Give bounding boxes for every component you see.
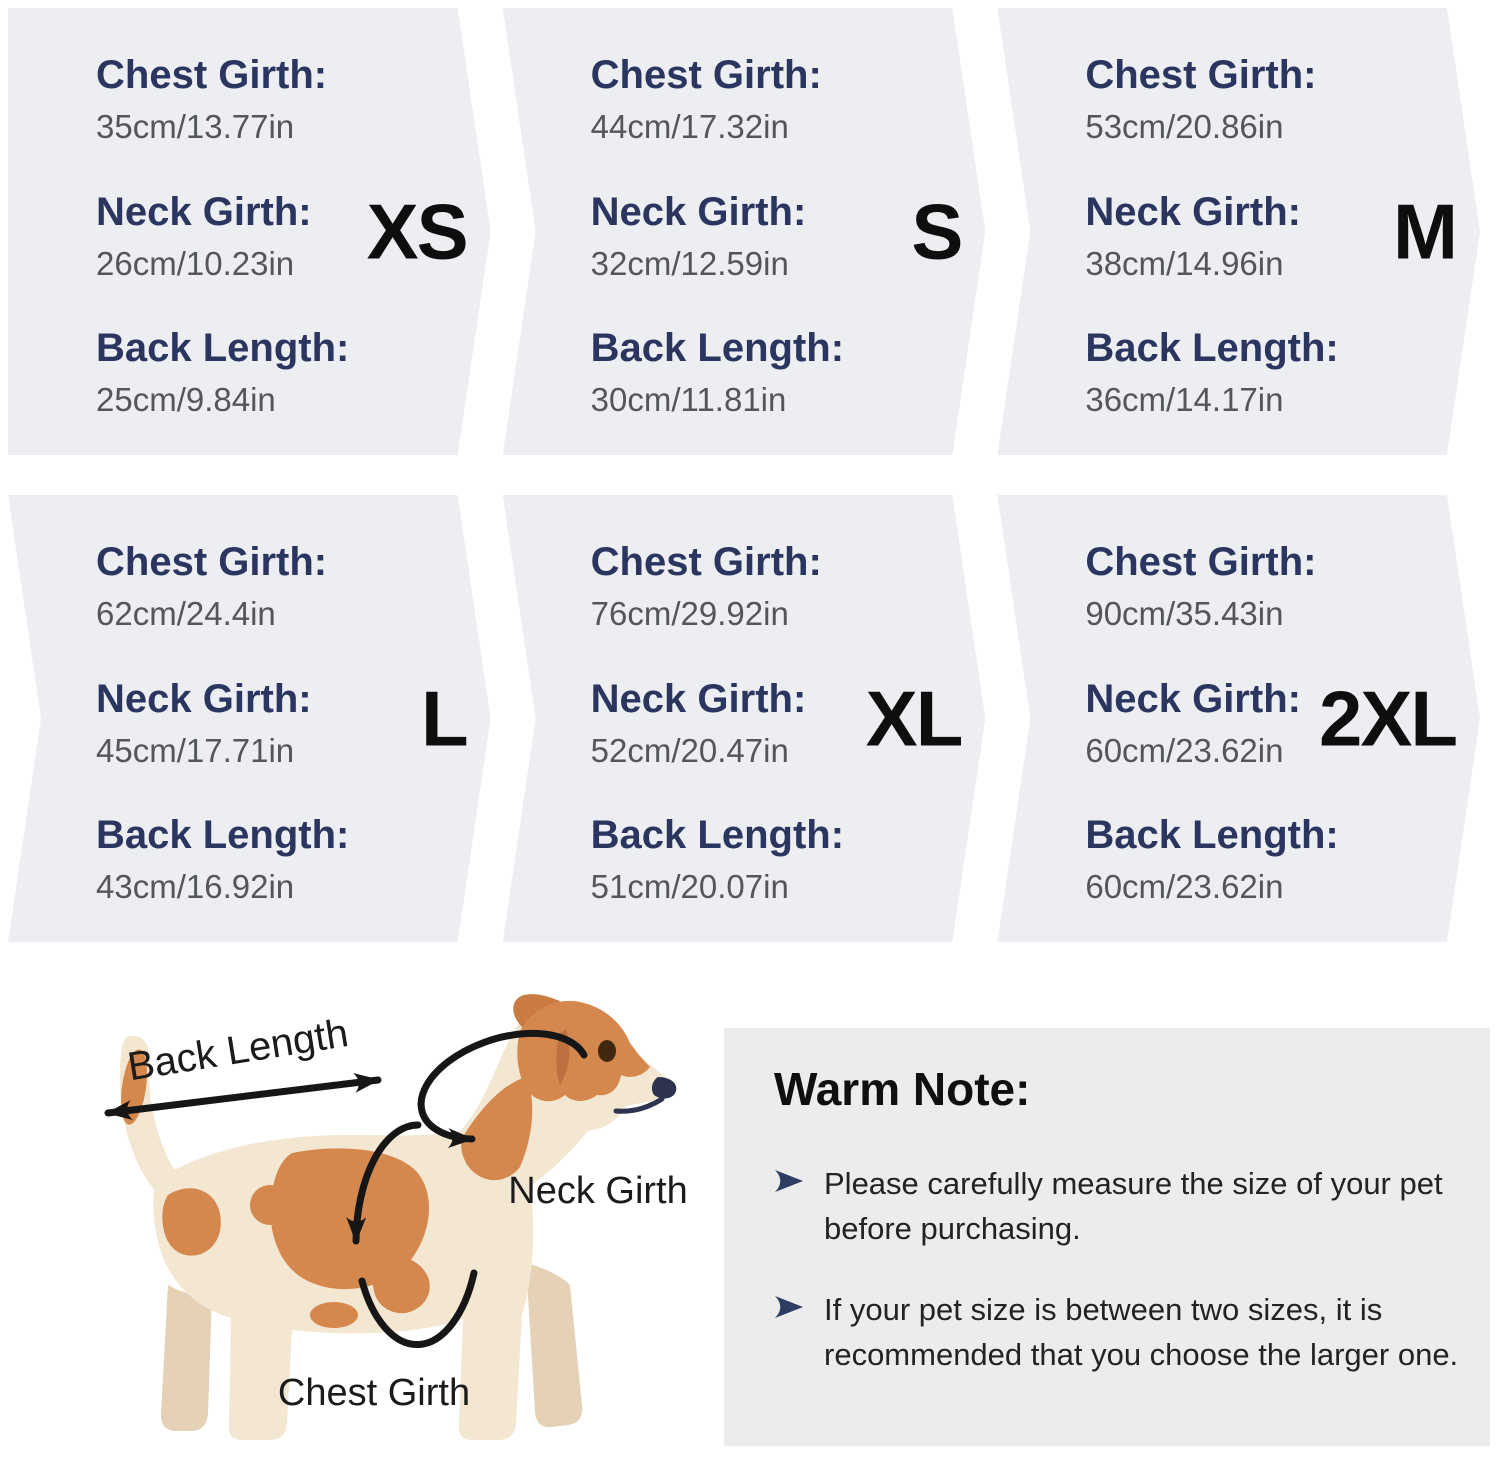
chest-girth-label: Chest Girth:: [590, 53, 822, 97]
chest-girth-arrow-lower: [358, 1269, 478, 1348]
size-letter: M: [1393, 187, 1457, 275]
neck-girth-diagram-label: Neck Girth: [508, 1170, 687, 1212]
measurements: Chest Girth: 44cm/17.32in Neck Girth: 32…: [503, 8, 986, 420]
size-panel-xs: Chest Girth: 35cm/13.77in Neck Girth: 26…: [8, 8, 491, 455]
back-length-value: 51cm/20.07in: [590, 868, 789, 906]
back-length-label: Back Length:: [590, 326, 845, 371]
dog-belly-spot: [310, 1302, 358, 1328]
dog-measurement-illustration: Back Length Neck Girth Chest Girth: [104, 994, 688, 1440]
back-length-label: Back Length:: [96, 326, 350, 371]
chest-girth-value: 62cm/24.4in: [96, 595, 276, 632]
dog-far-hind-leg: [160, 1285, 212, 1431]
size-letter: XS: [366, 187, 467, 275]
dog-far-front-leg: [526, 1263, 583, 1428]
dog-eye: [598, 1040, 616, 1062]
back-length-arrow: [104, 1072, 382, 1121]
back-length-value: 30cm/11.81in: [590, 381, 787, 419]
neck-girth-label: Neck Girth:: [590, 676, 807, 721]
chest-girth-label: Chest Girth:: [590, 540, 822, 584]
size-panel-xl: Chest Girth: 76cm/29.92in Neck Girth: 52…: [503, 495, 986, 942]
measurements: Chest Girth: 53cm/20.86in Neck Girth: 38…: [997, 8, 1480, 420]
neck-girth-label: Neck Girth:: [96, 189, 312, 234]
size-letter: XL: [865, 674, 962, 762]
measurements: Chest Girth: 90cm/35.43in Neck Girth: 60…: [997, 495, 1480, 907]
size-row-bottom: Chest Girth: 62cm/24.4in Neck Girth: 45c…: [8, 495, 1480, 942]
size-panel-m: Chest Girth: 53cm/20.86in Neck Girth: 38…: [997, 8, 1480, 455]
back-length-value: 36cm/14.17in: [1085, 381, 1284, 419]
warm-note-box: Warm Note: Please carefully measure the …: [724, 1028, 1490, 1446]
measurements: Chest Girth: 35cm/13.77in Neck Girth: 26…: [8, 8, 491, 420]
back-length-diagram-label: Back Length: [125, 1011, 352, 1089]
neck-girth-label: Neck Girth:: [1085, 189, 1301, 234]
dog-mouth: [613, 1096, 665, 1114]
chest-girth-value: 76cm/29.92in: [590, 595, 789, 632]
size-letter: L: [421, 674, 467, 762]
chest-girth-label: Chest Girth:: [1085, 540, 1317, 584]
chest-girth-diagram-label: Chest Girth: [278, 1372, 470, 1414]
warm-note-title: Warm Note:: [774, 1063, 1031, 1115]
dog-neck-patch: [461, 1077, 533, 1181]
arrow-bullet-icon: [774, 1288, 804, 1378]
neck-girth-value: 38cm/14.96in: [1085, 244, 1284, 282]
back-length-label: Back Length:: [96, 813, 350, 858]
back-length-label: Back Length:: [1085, 813, 1339, 858]
neck-girth-label: Neck Girth:: [96, 676, 312, 721]
dog-rump-patch: [162, 1188, 221, 1256]
chest-girth-label: Chest Girth:: [96, 540, 328, 584]
neck-girth-value: 52cm/20.47in: [590, 731, 789, 769]
chest-girth-arrow-upper: [346, 1121, 422, 1245]
warm-note-bullet: Please carefully measure the size of you…: [774, 1162, 1460, 1252]
size-panel-l: Chest Girth: 62cm/24.4in Neck Girth: 45c…: [8, 495, 491, 942]
neck-girth-value: 60cm/23.62in: [1085, 731, 1284, 769]
warm-note-bullet-text: Please carefully measure the size of you…: [824, 1166, 1443, 1246]
size-letter: S: [911, 187, 962, 275]
neck-girth-label: Neck Girth:: [1085, 676, 1301, 721]
chest-girth-value: 44cm/17.32in: [590, 108, 789, 145]
chest-girth-value: 53cm/20.86in: [1085, 108, 1284, 145]
back-length-value: 43cm/16.92in: [96, 868, 295, 906]
size-chart: Chest Girth: 35cm/13.77in Neck Girth: 26…: [0, 0, 1500, 942]
size-row-top: Chest Girth: 35cm/13.77in Neck Girth: 26…: [8, 8, 1480, 455]
measuring-guide: Back Length Neck Girth Chest Girth Warm …: [0, 985, 1500, 1459]
neck-girth-arrow: [417, 1029, 588, 1149]
neck-girth-value: 32cm/12.59in: [590, 244, 789, 282]
size-letter: 2XL: [1318, 674, 1457, 762]
chest-girth-value: 90cm/35.43in: [1085, 595, 1284, 632]
dog-nose: [651, 1077, 677, 1099]
warm-note-bullet: If your pet size is between two sizes, i…: [774, 1288, 1460, 1378]
size-panel-s: Chest Girth: 44cm/17.32in Neck Girth: 32…: [503, 8, 986, 455]
warm-note-bullet-text: If your pet size is between two sizes, i…: [824, 1291, 1459, 1372]
chest-girth-value: 35cm/13.77in: [96, 108, 295, 145]
arrow-bullet-icon: [774, 1162, 804, 1252]
dog-side-patch: [372, 1256, 430, 1314]
chest-girth-label: Chest Girth:: [96, 53, 328, 97]
chest-girth-label: Chest Girth:: [1085, 53, 1317, 97]
back-length-label: Back Length:: [1085, 326, 1339, 371]
neck-girth-value: 45cm/17.71in: [96, 731, 295, 769]
size-panel-2xl: Chest Girth: 90cm/35.43in Neck Girth: 60…: [997, 495, 1480, 942]
measurements: Chest Girth: 76cm/29.92in Neck Girth: 52…: [503, 495, 986, 907]
measurements: Chest Girth: 62cm/24.4in Neck Girth: 45c…: [8, 495, 491, 907]
neck-girth-value: 26cm/10.23in: [96, 244, 295, 282]
back-length-label: Back Length:: [590, 813, 845, 858]
back-length-value: 60cm/23.62in: [1085, 868, 1284, 906]
neck-girth-label: Neck Girth:: [590, 189, 807, 234]
back-length-value: 25cm/9.84in: [96, 381, 276, 419]
